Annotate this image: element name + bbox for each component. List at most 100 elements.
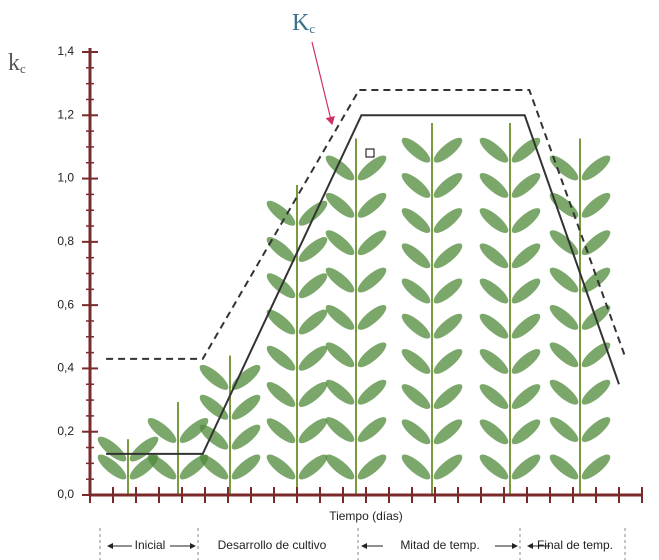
plant-leaf (578, 264, 613, 296)
plant-leaf (508, 169, 543, 201)
plant-leaf (354, 339, 389, 371)
plant-leaf (476, 310, 511, 342)
plant-leaf (508, 134, 543, 166)
annotation: Kc (292, 10, 315, 36)
plant-leaf (430, 380, 465, 412)
plant-leaf (398, 169, 433, 201)
plant-leaf (476, 416, 511, 448)
plant-leaf (578, 189, 613, 221)
plant-leaf (322, 451, 357, 483)
x-axis-label: Tiempo (días) (329, 509, 403, 523)
plant-leaf (295, 233, 330, 265)
y-tick-label: 0,4 (57, 361, 74, 375)
plant-leaf (398, 240, 433, 272)
plant-leaf (263, 342, 298, 374)
plant-leaf (430, 451, 465, 483)
plant-leaf (322, 301, 357, 333)
annotation-arrow (312, 42, 332, 124)
plant-leaf (295, 451, 330, 483)
plant-leaf (546, 152, 581, 184)
plant-leaf (354, 301, 389, 333)
plant-leaf (263, 415, 298, 447)
plant-leaf (354, 413, 389, 445)
plant-leaf (546, 451, 581, 483)
plant-leaf (508, 451, 543, 483)
plant-leaf (508, 204, 543, 236)
plant-leaf (430, 345, 465, 377)
plant-leaf (295, 342, 330, 374)
plant-leaf (322, 339, 357, 371)
y-tick-label: 0,6 (57, 297, 74, 311)
plant-leaf (398, 451, 433, 483)
plant-leaf (295, 197, 330, 229)
plant-leaf (196, 391, 231, 423)
plant-leaf (430, 310, 465, 342)
plant-leaf (196, 361, 231, 393)
plant-leaf (546, 264, 581, 296)
plant-leaf (398, 310, 433, 342)
plant-leaf (295, 270, 330, 302)
stage-label: Desarrollo de cultivo (218, 538, 327, 552)
plant-leaf (476, 345, 511, 377)
plant-leaf (546, 301, 581, 333)
plant-leaf (354, 451, 389, 483)
plant-leaf (263, 451, 298, 483)
plant-leaf (476, 134, 511, 166)
plant-leaf (430, 134, 465, 166)
plant-leaf (508, 310, 543, 342)
plant-leaf (354, 376, 389, 408)
plant-leaf (295, 306, 330, 338)
plant-leaf (508, 416, 543, 448)
plant-leaf (476, 451, 511, 483)
y-tick-label: 1,2 (57, 107, 74, 121)
plant-leaf (430, 240, 465, 272)
plant-leaf (354, 264, 389, 296)
chart: kc Kc Tiempo (días) 0,00,20,40,60,81,01,… (0, 0, 659, 560)
plant-leaf (578, 376, 613, 408)
plant-leaf (228, 391, 263, 423)
plant-leaf (398, 204, 433, 236)
plant-leaf (546, 339, 581, 371)
plant-leaf (263, 306, 298, 338)
marker-box (366, 149, 374, 157)
plant-leaf (546, 376, 581, 408)
plant-leaf (398, 380, 433, 412)
plant-leaf (430, 416, 465, 448)
y-tick-label: 0,2 (57, 424, 74, 438)
plant-leaf (322, 376, 357, 408)
plant-leaf (578, 451, 613, 483)
plant-leaf (263, 378, 298, 410)
plant-leaf (295, 378, 330, 410)
plant-leaf (322, 227, 357, 259)
plant-leaf (430, 204, 465, 236)
plant-leaf (476, 169, 511, 201)
plant-leaf (578, 413, 613, 445)
plant-leaf (295, 415, 330, 447)
plant-leaf (508, 240, 543, 272)
plant-leaf (430, 275, 465, 307)
plant-leaf (398, 345, 433, 377)
plant-leaf (354, 227, 389, 259)
plant-leaf (476, 204, 511, 236)
y-tick-label: 0,0 (57, 487, 74, 501)
plant-leaf (476, 380, 511, 412)
stage-label: Mitad de temp. (400, 538, 479, 552)
y-axis-label: kc (8, 50, 26, 76)
plant-leaf (228, 451, 263, 483)
plant-leaf (508, 345, 543, 377)
plant-leaf (546, 413, 581, 445)
plant-leaf (546, 227, 581, 259)
plant-leaf (322, 189, 357, 221)
stage-label: Inicial (135, 538, 166, 552)
y-tick-label: 1,4 (57, 44, 74, 58)
plant-leaf (398, 134, 433, 166)
y-tick-label: 0,8 (57, 234, 74, 248)
stage-label: Final de temp. (537, 538, 613, 552)
plant-leaf (322, 264, 357, 296)
plant-illustrations (94, 123, 613, 495)
plant-leaf (398, 416, 433, 448)
plant-leaf (508, 380, 543, 412)
plant-leaf (354, 189, 389, 221)
plant-leaf (578, 152, 613, 184)
plant-leaf (322, 152, 357, 184)
